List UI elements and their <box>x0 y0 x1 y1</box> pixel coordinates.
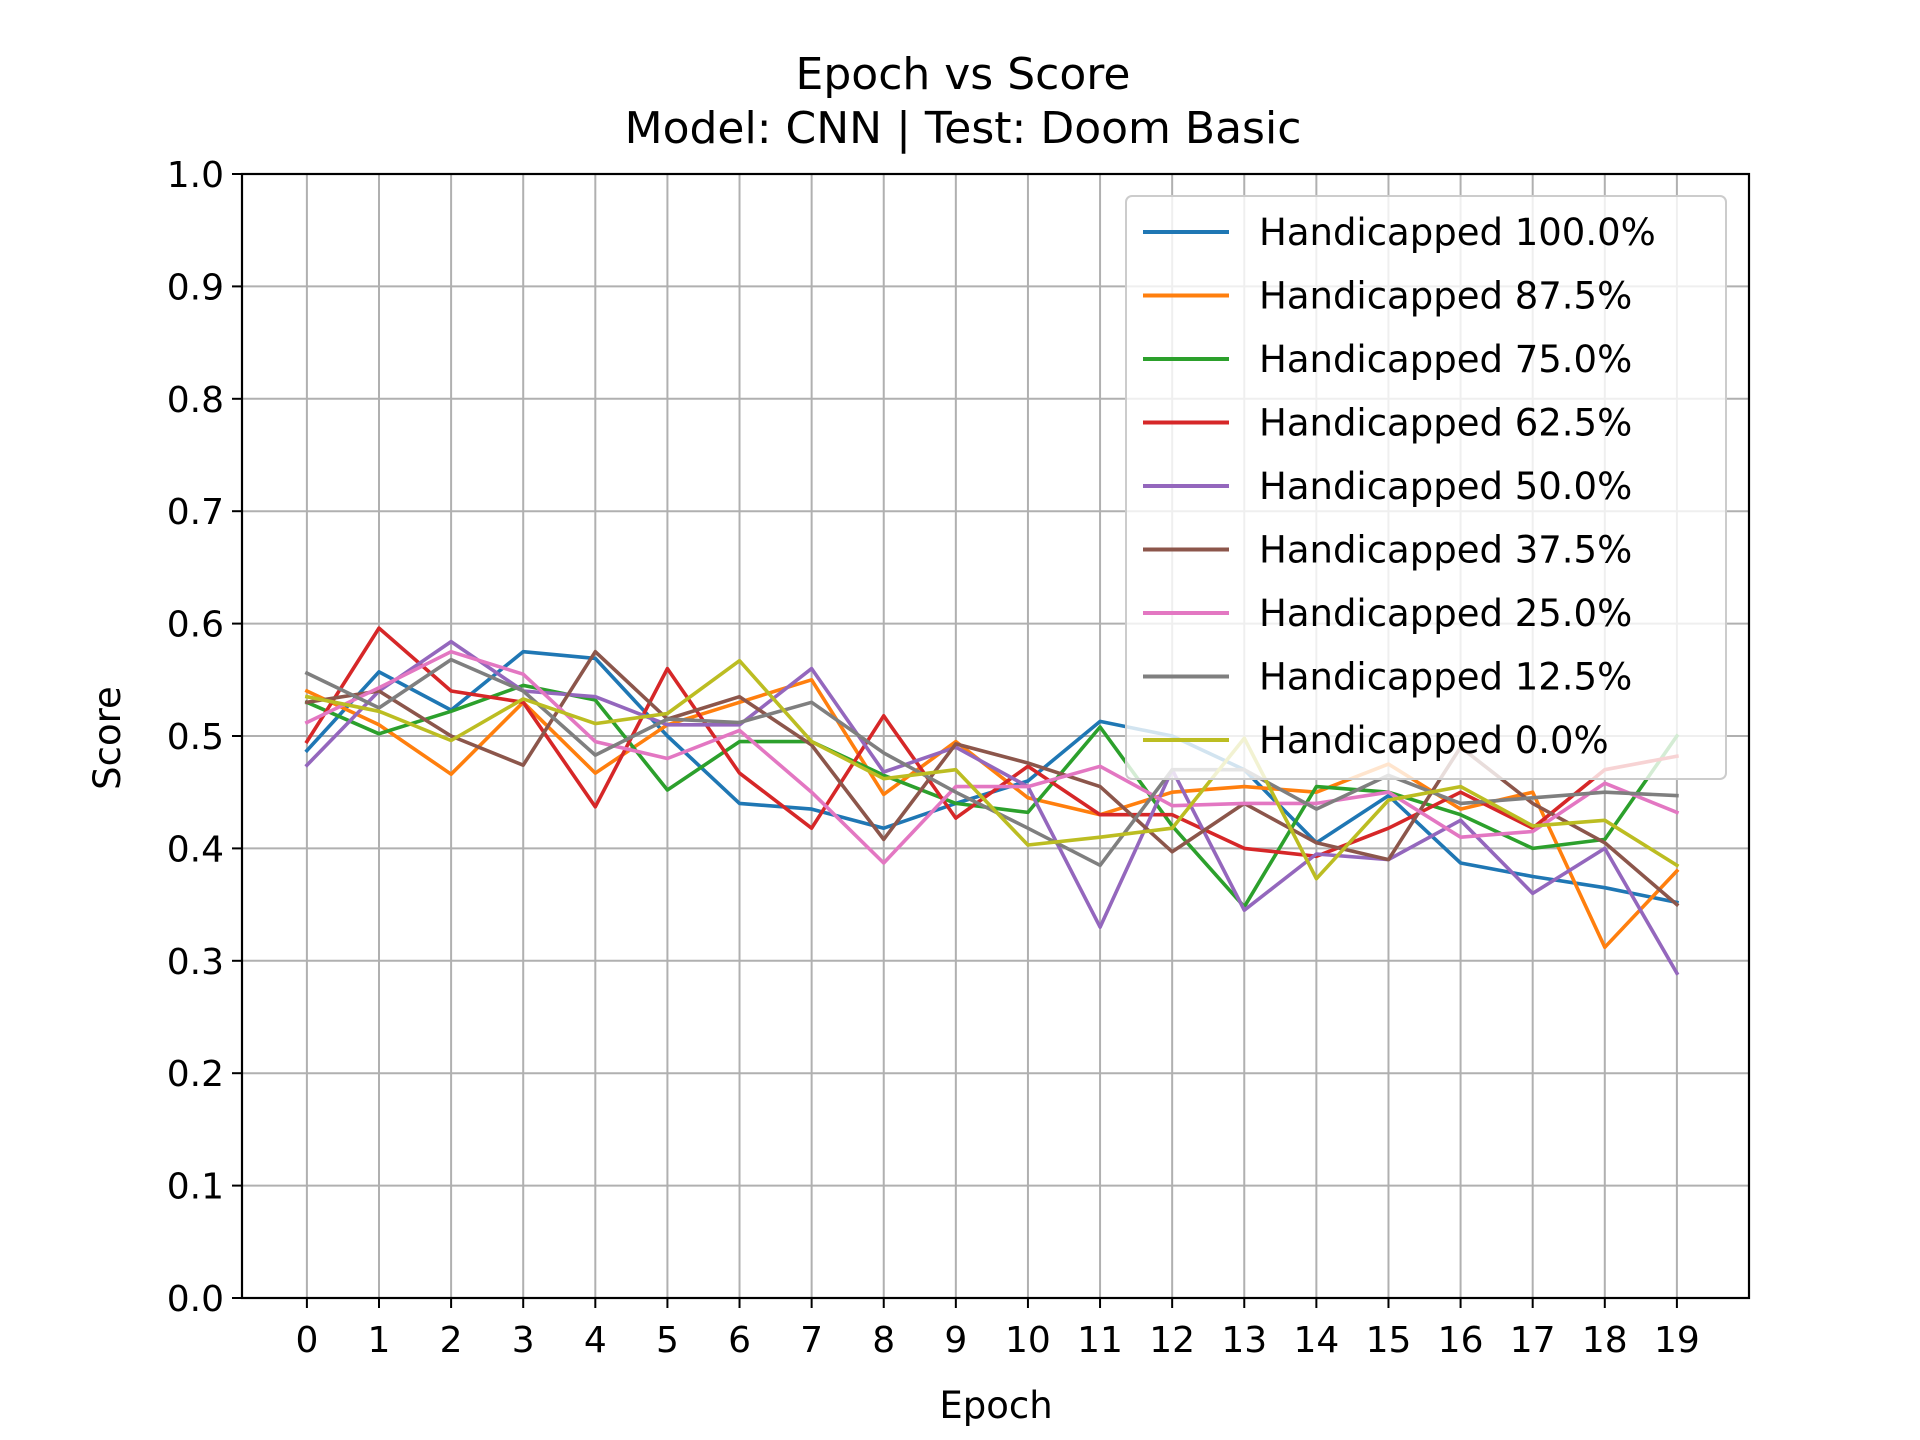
x-tick-label: 19 <box>1654 1320 1700 1361</box>
legend-label: Handicapped 37.5% <box>1259 529 1632 572</box>
x-tick-label: 8 <box>872 1320 895 1361</box>
x-tick-label: 7 <box>800 1320 823 1361</box>
legend-label: Handicapped 0.0% <box>1259 719 1609 762</box>
x-tick-label: 16 <box>1438 1320 1484 1361</box>
legend-label: Handicapped 100.0% <box>1259 211 1656 254</box>
axis-ticks: 0 1 2 3 4 5 6 7 8 9 10 11 12 13 14 15 16 17 18 190.00.10.20… <box>167 155 1700 1361</box>
y-tick-label: 0.7 <box>167 492 224 533</box>
x-tick-label: 3 <box>512 1320 535 1361</box>
x-tick-label: 6 <box>728 1320 751 1361</box>
x-tick-label: 4 <box>584 1320 607 1361</box>
x-tick-label: 10 <box>1005 1320 1051 1361</box>
series-line-4 <box>304 639 1680 976</box>
x-tick-label: 17 <box>1510 1320 1556 1361</box>
legend-label: Handicapped 12.5% <box>1259 656 1632 699</box>
y-tick-label: 0.5 <box>167 717 224 758</box>
chart-subtitle: Model: CNN | Test: Doom Basic <box>625 103 1302 154</box>
x-tick-label: 13 <box>1221 1320 1267 1361</box>
y-tick-label: 0.0 <box>167 1279 224 1320</box>
y-tick-label: 1.0 <box>167 155 224 196</box>
y-tick-label: 0.9 <box>167 267 224 308</box>
x-tick-label: 1 <box>368 1320 391 1361</box>
x-tick-label: 5 <box>656 1320 679 1361</box>
x-tick-label: 2 <box>440 1320 463 1361</box>
x-tick-label: 9 <box>944 1320 967 1361</box>
x-tick-label: 12 <box>1149 1320 1195 1361</box>
chart-title: Epoch vs Score <box>796 49 1131 100</box>
y-tick-label: 0.3 <box>167 942 224 983</box>
y-tick-label: 0.6 <box>167 605 224 646</box>
y-axis-label: Score <box>86 686 129 790</box>
x-axis-label: Epoch <box>939 1384 1052 1427</box>
y-tick-label: 0.1 <box>167 1167 224 1208</box>
x-tick-label: 18 <box>1582 1320 1628 1361</box>
legend-label: Handicapped 87.5% <box>1259 275 1632 318</box>
y-tick-label: 0.2 <box>167 1054 224 1095</box>
legend-label: Handicapped 62.5% <box>1259 402 1632 445</box>
series-line-8 <box>304 658 1680 881</box>
legend-label: Handicapped 50.0% <box>1259 465 1632 508</box>
legend-label: Handicapped 25.0% <box>1259 592 1632 635</box>
x-tick-label: 15 <box>1366 1320 1412 1361</box>
legend-label: Handicapped 75.0% <box>1259 338 1632 381</box>
series-line-1 <box>304 677 1680 950</box>
series-line-6 <box>304 649 1680 865</box>
legend: Handicapped 100.0% Handicapped 87.5% Handi… <box>1125 195 1727 780</box>
y-tick-label: 0.8 <box>167 380 224 421</box>
x-tick-label: 14 <box>1293 1320 1339 1361</box>
x-tick-label: 11 <box>1077 1320 1123 1361</box>
series-lines <box>304 626 1680 976</box>
x-tick-label: 0 <box>295 1320 318 1361</box>
y-tick-label: 0.4 <box>167 829 224 870</box>
legend-box <box>1125 195 1727 780</box>
